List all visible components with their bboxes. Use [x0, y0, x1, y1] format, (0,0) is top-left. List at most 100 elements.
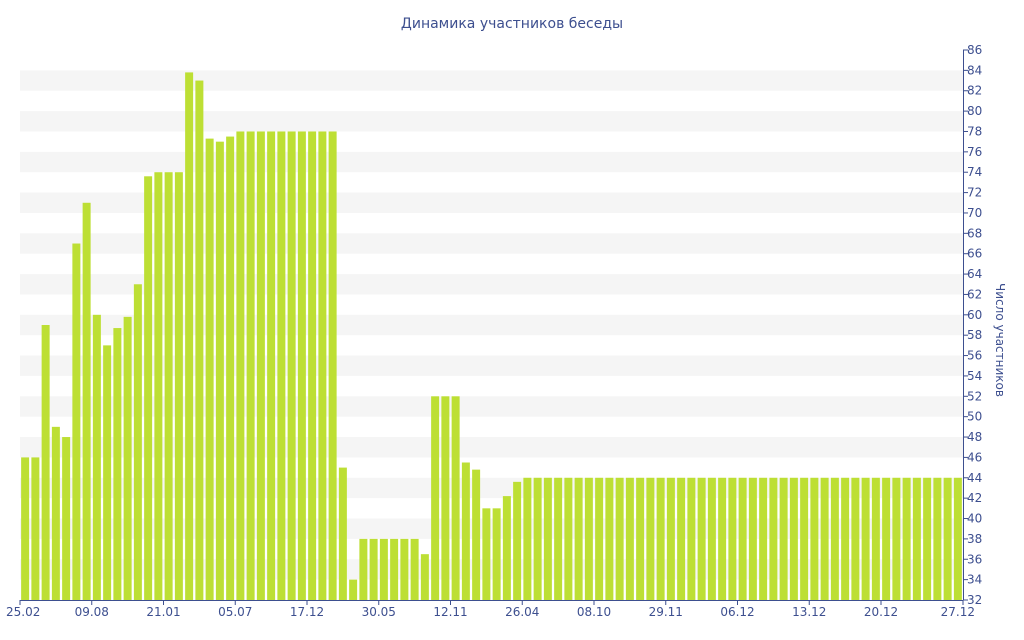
bar	[902, 477, 911, 600]
chart-title: Динамика участников беседы	[401, 16, 623, 32]
grid-band	[20, 518, 963, 539]
y-tick-label: 68	[967, 226, 982, 240]
bar	[246, 131, 255, 600]
y-tick-label: 82	[967, 84, 982, 98]
bar	[533, 477, 542, 600]
bar	[82, 202, 91, 600]
bar	[871, 477, 880, 600]
bar	[677, 477, 686, 600]
y-tick-label: 52	[967, 389, 982, 403]
bar	[410, 538, 419, 600]
bar	[338, 467, 347, 600]
bar	[123, 316, 132, 600]
bar	[728, 477, 737, 600]
bar	[605, 477, 614, 600]
y-tick-label: 54	[967, 369, 982, 383]
x-tick-label: 08.10	[577, 605, 611, 619]
y-tick-label: 64	[967, 267, 982, 281]
bar	[830, 477, 839, 600]
x-tick-label: 06.12	[720, 605, 754, 619]
y-tick-label: 46	[967, 450, 982, 464]
bar	[636, 477, 645, 600]
y-tick-label: 60	[967, 308, 982, 322]
bars-group	[21, 72, 962, 601]
bar	[256, 131, 265, 600]
x-tick-label: 17.12	[290, 605, 324, 619]
bar	[810, 477, 819, 600]
bar	[861, 477, 870, 600]
bar	[779, 477, 788, 600]
bar	[666, 477, 675, 600]
bar	[574, 477, 583, 600]
bar	[615, 477, 624, 600]
grid-band	[20, 274, 963, 295]
bar	[328, 131, 337, 600]
y-tick-label: 44	[967, 471, 982, 485]
bar	[595, 477, 604, 600]
bar	[195, 80, 204, 601]
x-tick-label: 20.12	[864, 605, 898, 619]
bar	[420, 554, 429, 600]
bar	[359, 538, 368, 600]
bar	[174, 172, 183, 600]
grid-bands	[20, 70, 963, 580]
x-tick-label: 21.01	[146, 605, 180, 619]
x-tick-label: 27.12	[941, 605, 975, 619]
grid-band	[20, 192, 963, 213]
bar	[718, 477, 727, 600]
bar	[800, 477, 809, 600]
bar	[912, 477, 921, 600]
bar	[953, 477, 962, 600]
y-tick-label: 48	[967, 430, 982, 444]
x-tick-label: 26.04	[505, 605, 539, 619]
x-tick-label: 29.11	[649, 605, 683, 619]
bar	[820, 477, 829, 600]
bar	[51, 426, 60, 600]
bar	[461, 462, 470, 600]
bar	[441, 396, 450, 600]
bar	[308, 131, 317, 600]
bar	[707, 477, 716, 600]
bar	[472, 469, 481, 600]
y-axis-label: Число участников	[993, 283, 1007, 397]
grid-band	[20, 559, 963, 580]
bar	[318, 131, 327, 600]
y-tick-label: 80	[967, 104, 982, 118]
x-tick-label: 12.11	[433, 605, 467, 619]
bar	[554, 477, 563, 600]
bar	[113, 328, 122, 600]
bar	[226, 136, 235, 600]
bar	[523, 477, 532, 600]
y-tick-label: 74	[967, 165, 982, 179]
y-tick-label: 72	[967, 186, 982, 200]
grid-band	[20, 437, 963, 458]
bar	[923, 477, 932, 600]
y-tick-label: 86	[967, 43, 982, 57]
bar	[451, 396, 460, 600]
bar	[400, 538, 409, 600]
bar	[205, 138, 214, 600]
y-axis-ticks: 32 34 36 38 40 42 44 46 48 50 52 54 56 58 60 62 64 66 68 70…	[963, 43, 982, 607]
grid-band	[20, 477, 963, 499]
y-tick-label: 40	[967, 512, 982, 526]
y-tick-label: 84	[967, 63, 982, 77]
bar	[72, 243, 81, 600]
y-tick-label: 66	[967, 247, 982, 261]
bar	[287, 131, 296, 600]
grid-band	[20, 70, 963, 91]
x-tick-label: 05.07	[218, 605, 252, 619]
y-tick-label: 32	[967, 593, 982, 607]
bar	[584, 477, 593, 600]
bar	[697, 477, 706, 600]
bar	[943, 477, 952, 600]
grid-band	[20, 111, 963, 132]
bar	[349, 579, 358, 600]
bar	[369, 538, 378, 600]
bar	[564, 477, 573, 600]
y-tick-label: 50	[967, 410, 982, 424]
grid-band	[20, 151, 963, 173]
y-tick-label: 36	[967, 552, 982, 566]
bar	[646, 477, 655, 600]
bar	[144, 176, 153, 600]
bar	[748, 477, 757, 600]
